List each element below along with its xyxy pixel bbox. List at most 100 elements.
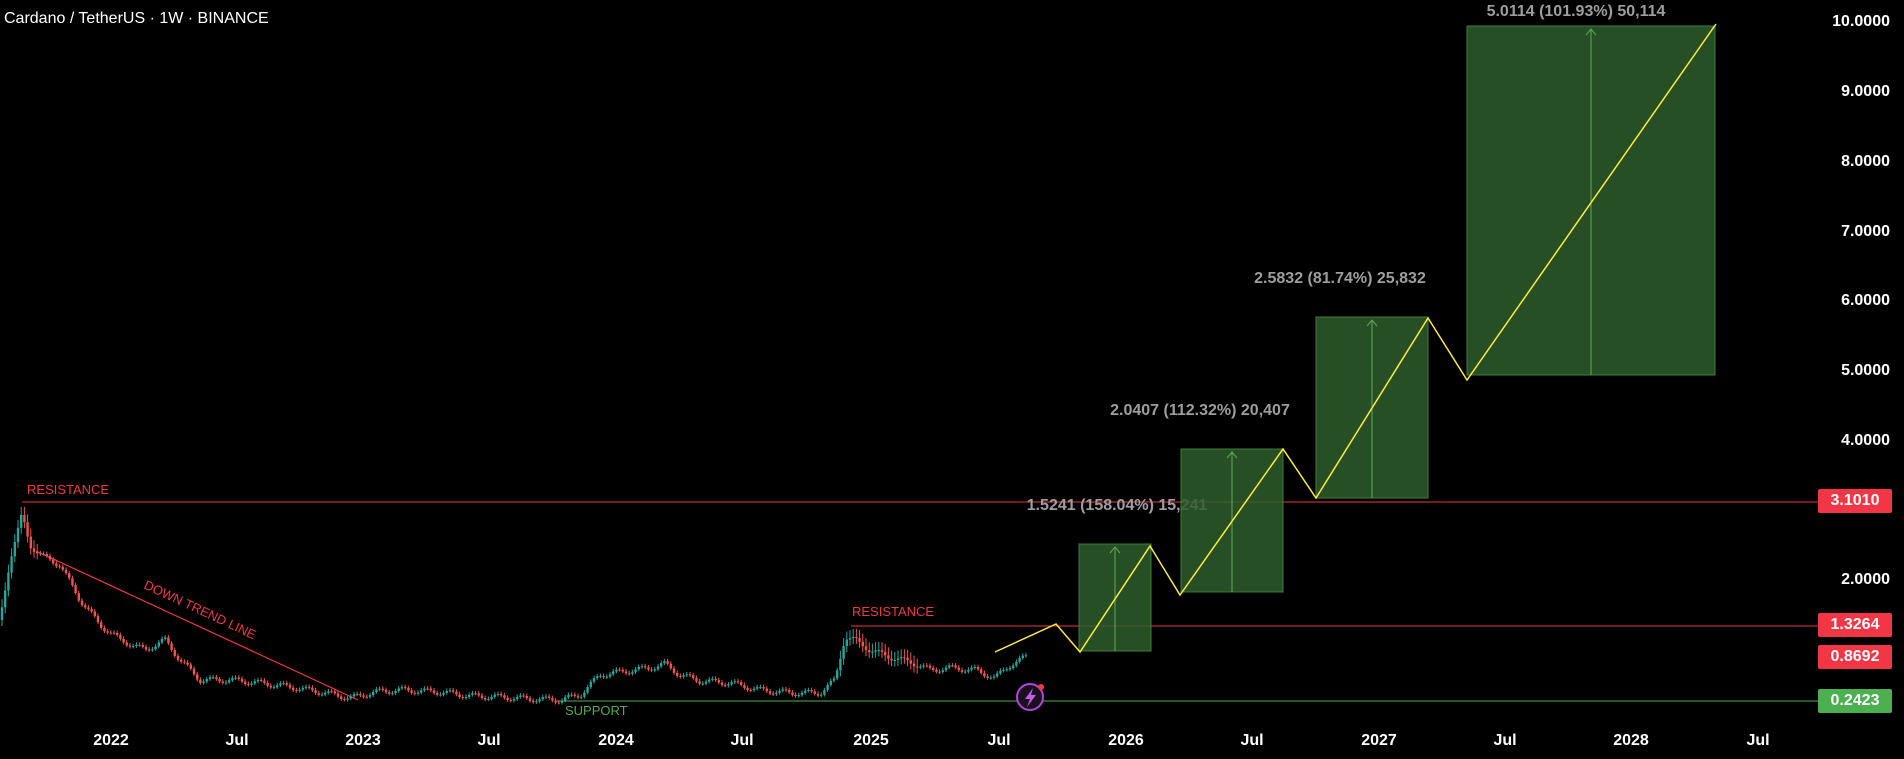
candle-body bbox=[224, 682, 228, 684]
candle-body bbox=[304, 686, 308, 688]
candle-body bbox=[541, 697, 544, 700]
candle-body bbox=[976, 666, 980, 670]
candle-body bbox=[330, 691, 333, 693]
candle-body bbox=[260, 679, 263, 681]
candle-body bbox=[480, 695, 484, 698]
candle-body bbox=[868, 650, 871, 653]
candle-body bbox=[394, 691, 397, 694]
candle-body bbox=[68, 573, 71, 579]
candle-body bbox=[727, 684, 730, 686]
candle-body bbox=[973, 666, 976, 668]
candle-body bbox=[909, 660, 912, 664]
candle-body bbox=[1015, 661, 1018, 666]
resistance-low-price-badge: 1.3264 bbox=[1818, 613, 1892, 637]
candle-body bbox=[580, 696, 583, 698]
candle-body bbox=[20, 515, 23, 528]
candle-body bbox=[589, 681, 592, 688]
candle-body bbox=[628, 673, 631, 675]
candle-body bbox=[148, 649, 151, 651]
candle-body bbox=[314, 690, 317, 694]
candle-body bbox=[426, 688, 429, 690]
candle-body bbox=[455, 691, 458, 695]
y-tick-label: 9.0000 bbox=[1841, 83, 1890, 100]
candle-body bbox=[656, 666, 660, 670]
candle-body bbox=[695, 677, 698, 682]
candle-body bbox=[884, 651, 887, 656]
candle-body bbox=[960, 670, 964, 672]
candle-body bbox=[420, 690, 423, 693]
candle-body bbox=[967, 669, 970, 672]
candle-body bbox=[484, 697, 487, 700]
candle-body bbox=[564, 697, 567, 701]
candle-body bbox=[42, 553, 45, 555]
candle-body bbox=[711, 678, 714, 680]
candle-body bbox=[340, 696, 343, 699]
candle-body bbox=[759, 687, 762, 689]
candle-body bbox=[964, 671, 967, 673]
candle-body bbox=[250, 683, 253, 685]
candle-body bbox=[336, 693, 340, 697]
candle-body bbox=[282, 683, 285, 685]
candle-body bbox=[221, 681, 224, 683]
candle-body bbox=[173, 650, 176, 656]
projection-label: 2.0407 (112.32%) 20,407 bbox=[1110, 402, 1290, 419]
candle-body bbox=[263, 680, 266, 683]
projected-price-path bbox=[994, 23, 1717, 654]
candle-body bbox=[624, 671, 628, 674]
candle-body bbox=[919, 666, 922, 668]
candle-body bbox=[775, 692, 778, 695]
candle-body bbox=[781, 689, 784, 691]
candle-body bbox=[522, 695, 525, 697]
resistance-mid-label: RESISTANCE bbox=[852, 604, 934, 619]
current-price-badge: 0.8692 bbox=[1818, 645, 1892, 669]
candle-body bbox=[599, 675, 602, 677]
candle-body bbox=[509, 700, 512, 702]
candle-body bbox=[679, 675, 682, 677]
candle-body bbox=[84, 605, 87, 608]
candle-body bbox=[631, 672, 634, 674]
candle-body bbox=[74, 585, 77, 594]
candle-body bbox=[272, 687, 276, 689]
candle-body bbox=[436, 693, 439, 695]
candle-body bbox=[461, 697, 464, 699]
candle-body bbox=[103, 627, 106, 632]
candle-body bbox=[285, 683, 288, 685]
projection-label: 5.0114 (101.93%) 50,114 bbox=[1487, 3, 1666, 20]
candle-body bbox=[26, 522, 29, 537]
candle-body bbox=[487, 698, 490, 700]
candle-body bbox=[128, 645, 132, 647]
candle-body bbox=[608, 674, 612, 677]
candle-body bbox=[477, 693, 480, 696]
candle-body bbox=[448, 690, 452, 692]
candle-body bbox=[890, 658, 893, 661]
candle-body bbox=[16, 527, 20, 543]
candle-body bbox=[858, 638, 861, 642]
candle-body bbox=[935, 669, 938, 672]
candle-body bbox=[29, 536, 32, 549]
candle-body bbox=[512, 699, 516, 701]
candle-body bbox=[557, 702, 560, 704]
y-tick-label: 2.0000 bbox=[1841, 571, 1890, 588]
candle-body bbox=[944, 667, 948, 671]
candle-body bbox=[685, 674, 688, 676]
candle-body bbox=[432, 690, 436, 694]
candle-body bbox=[356, 693, 359, 695]
candle-body bbox=[269, 685, 272, 688]
candle-body bbox=[61, 566, 64, 570]
candle-body bbox=[592, 678, 596, 682]
candle-body bbox=[596, 676, 599, 679]
candle-body bbox=[660, 663, 663, 667]
candle-body bbox=[400, 687, 404, 689]
candle-body bbox=[669, 663, 672, 669]
candle-body bbox=[992, 676, 996, 678]
candle-body bbox=[256, 679, 260, 682]
candle-body bbox=[612, 671, 615, 675]
candle-body bbox=[416, 692, 420, 694]
candle-body bbox=[861, 641, 864, 647]
candle-body bbox=[186, 662, 189, 665]
x-tick-label: Jul bbox=[987, 732, 1010, 749]
candle-body bbox=[621, 669, 624, 672]
candle-body bbox=[413, 692, 416, 694]
candle-body bbox=[551, 697, 554, 701]
